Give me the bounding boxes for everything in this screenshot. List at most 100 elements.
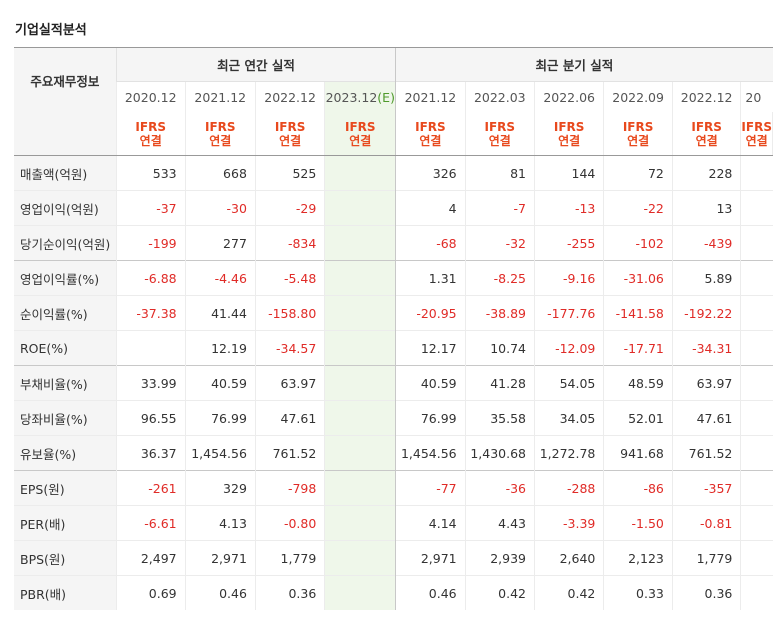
quarter-value: 52.01 — [603, 400, 673, 436]
next-column-edge — [740, 365, 773, 401]
metric-label: 부채비율(%) — [14, 365, 117, 401]
metric-label: 순이익률(%) — [14, 295, 117, 331]
quarter-value: 4 — [395, 190, 466, 226]
quarter-value: -77 — [395, 470, 466, 506]
next-column-edge — [740, 155, 773, 191]
next-column-edge — [740, 330, 773, 366]
quarter-value: 0.42 — [533, 575, 604, 610]
quarter-period-3: 2022.06 — [533, 81, 604, 112]
annual-value — [324, 400, 396, 436]
quarter-value: 48.59 — [603, 365, 673, 401]
annual-value: 63.97 — [254, 365, 325, 401]
annual-value: 277 — [184, 225, 256, 261]
quarter-value: 0.33 — [603, 575, 673, 610]
annual-value — [324, 470, 396, 506]
annual-value: -6.61 — [115, 505, 186, 541]
quarter-value: 0.36 — [671, 575, 741, 610]
accounting-standard: IFRS 연결 — [464, 112, 535, 156]
quarter-value: -86 — [603, 470, 673, 506]
annual-value — [324, 225, 396, 261]
table-row: 매출액(억원) 533 668 525 326 81 144 72 228 — [14, 155, 773, 191]
annual-value: 4.13 — [184, 505, 256, 541]
metric-label: EPS(원) — [14, 470, 117, 506]
metric-label: 당기순이익(억원) — [14, 225, 117, 261]
quarter-value: -31.06 — [603, 260, 673, 296]
table-row: 당좌비율(%) 96.55 76.99 47.61 76.99 35.58 34.05 52.… — [14, 400, 773, 436]
annual-value: 668 — [184, 155, 256, 191]
next-column-edge — [740, 225, 773, 261]
annual-period-4: 2023.12(E) — [324, 81, 396, 112]
quarter-period-1: 2021.12 — [395, 81, 466, 112]
quarter-value: 228 — [671, 155, 741, 191]
section-title: 기업실적분석 — [15, 23, 87, 38]
quarter-value: -20.95 — [395, 295, 466, 331]
annual-value: 0.69 — [115, 575, 186, 610]
next-column-edge — [740, 435, 773, 471]
accounting-standard: IFRS 연결 — [324, 112, 396, 156]
next-column-edge — [740, 190, 773, 226]
metric-label: ROE(%) — [14, 330, 117, 366]
accounting-standard: IFRS 연결 — [184, 112, 256, 156]
quarter-value: -3.39 — [533, 505, 604, 541]
quarter-value: 34.05 — [533, 400, 604, 436]
quarter-value: -1.50 — [603, 505, 673, 541]
annual-value: -261 — [115, 470, 186, 506]
quarter-value: 54.05 — [533, 365, 604, 401]
quarter-value: 72 — [603, 155, 673, 191]
quarter-value: 4.43 — [464, 505, 535, 541]
quarter-value: -12.09 — [533, 330, 604, 366]
quarter-value: 4.14 — [395, 505, 466, 541]
quarter-value: -192.22 — [671, 295, 741, 331]
table-row: ROE(%) 12.19 -34.57 12.17 10.74 -12.09 -17.71-… — [14, 330, 773, 366]
accounting-standard: IFRS 연결 — [254, 112, 325, 156]
next-column-edge — [740, 505, 773, 541]
metric-label: 당좌비율(%) — [14, 400, 117, 436]
quarter-value: -288 — [533, 470, 604, 506]
annual-value — [324, 435, 396, 471]
annual-value: 0.46 — [184, 575, 256, 610]
annual-value — [324, 295, 396, 331]
quarter-period-2: 2022.03 — [464, 81, 535, 112]
table-row: EPS(원) -261 329 -798 -77 -36 -288 -86 -357 — [14, 470, 773, 506]
quarter-value: 47.61 — [671, 400, 741, 436]
annual-value: -37.38 — [115, 295, 186, 331]
annual-value: 47.61 — [254, 400, 325, 436]
annual-value: 761.52 — [254, 435, 325, 471]
annual-value — [324, 260, 396, 296]
quarter-value: 76.99 — [395, 400, 466, 436]
next-column-edge — [740, 575, 773, 610]
quarter-value: 1.31 — [395, 260, 466, 296]
quarter-value: -22 — [603, 190, 673, 226]
annual-value: -37 — [115, 190, 186, 226]
quarter-value: 0.42 — [464, 575, 535, 610]
metric-label: 영업이익(억원) — [14, 190, 117, 226]
annual-value: 41.44 — [184, 295, 256, 331]
row-header-label: 주요재무정보 — [14, 47, 117, 112]
next-column-edge — [740, 260, 773, 296]
accounting-standard: IFRS 연결 — [395, 112, 466, 156]
annual-value: -0.80 — [254, 505, 325, 541]
quarter-value: -141.58 — [603, 295, 673, 331]
quarter-value: -36 — [464, 470, 535, 506]
annual-value: 36.37 — [115, 435, 186, 471]
quarter-value: -0.81 — [671, 505, 741, 541]
annual-value: 2,497 — [115, 540, 186, 576]
quarter-value: 2,939 — [464, 540, 535, 576]
metric-label: PER(배) — [14, 505, 117, 541]
annual-value: 76.99 — [184, 400, 256, 436]
quarter-value: -102 — [603, 225, 673, 261]
estimate-mark: (E) — [377, 89, 395, 105]
quarter-value: -17.71 — [603, 330, 673, 366]
metric-label: 유보율(%) — [14, 435, 117, 471]
quarter-period-4: 2022.09 — [603, 81, 673, 112]
standard-label-cell — [14, 112, 117, 156]
quarter-value: 5.89 — [671, 260, 741, 296]
next-column-edge — [740, 470, 773, 506]
annual-period-1: 2020.12 — [115, 81, 186, 112]
quarter-value: -177.76 — [533, 295, 604, 331]
quarter-value: -255 — [533, 225, 604, 261]
quarter-value: 0.46 — [395, 575, 466, 610]
next-column-edge — [740, 400, 773, 436]
table-row: PER(배) -6.61 4.13 -0.80 4.14 4.43 -3.39 -1.50 -0… — [14, 505, 773, 541]
quarter-value: 10.74 — [464, 330, 535, 366]
